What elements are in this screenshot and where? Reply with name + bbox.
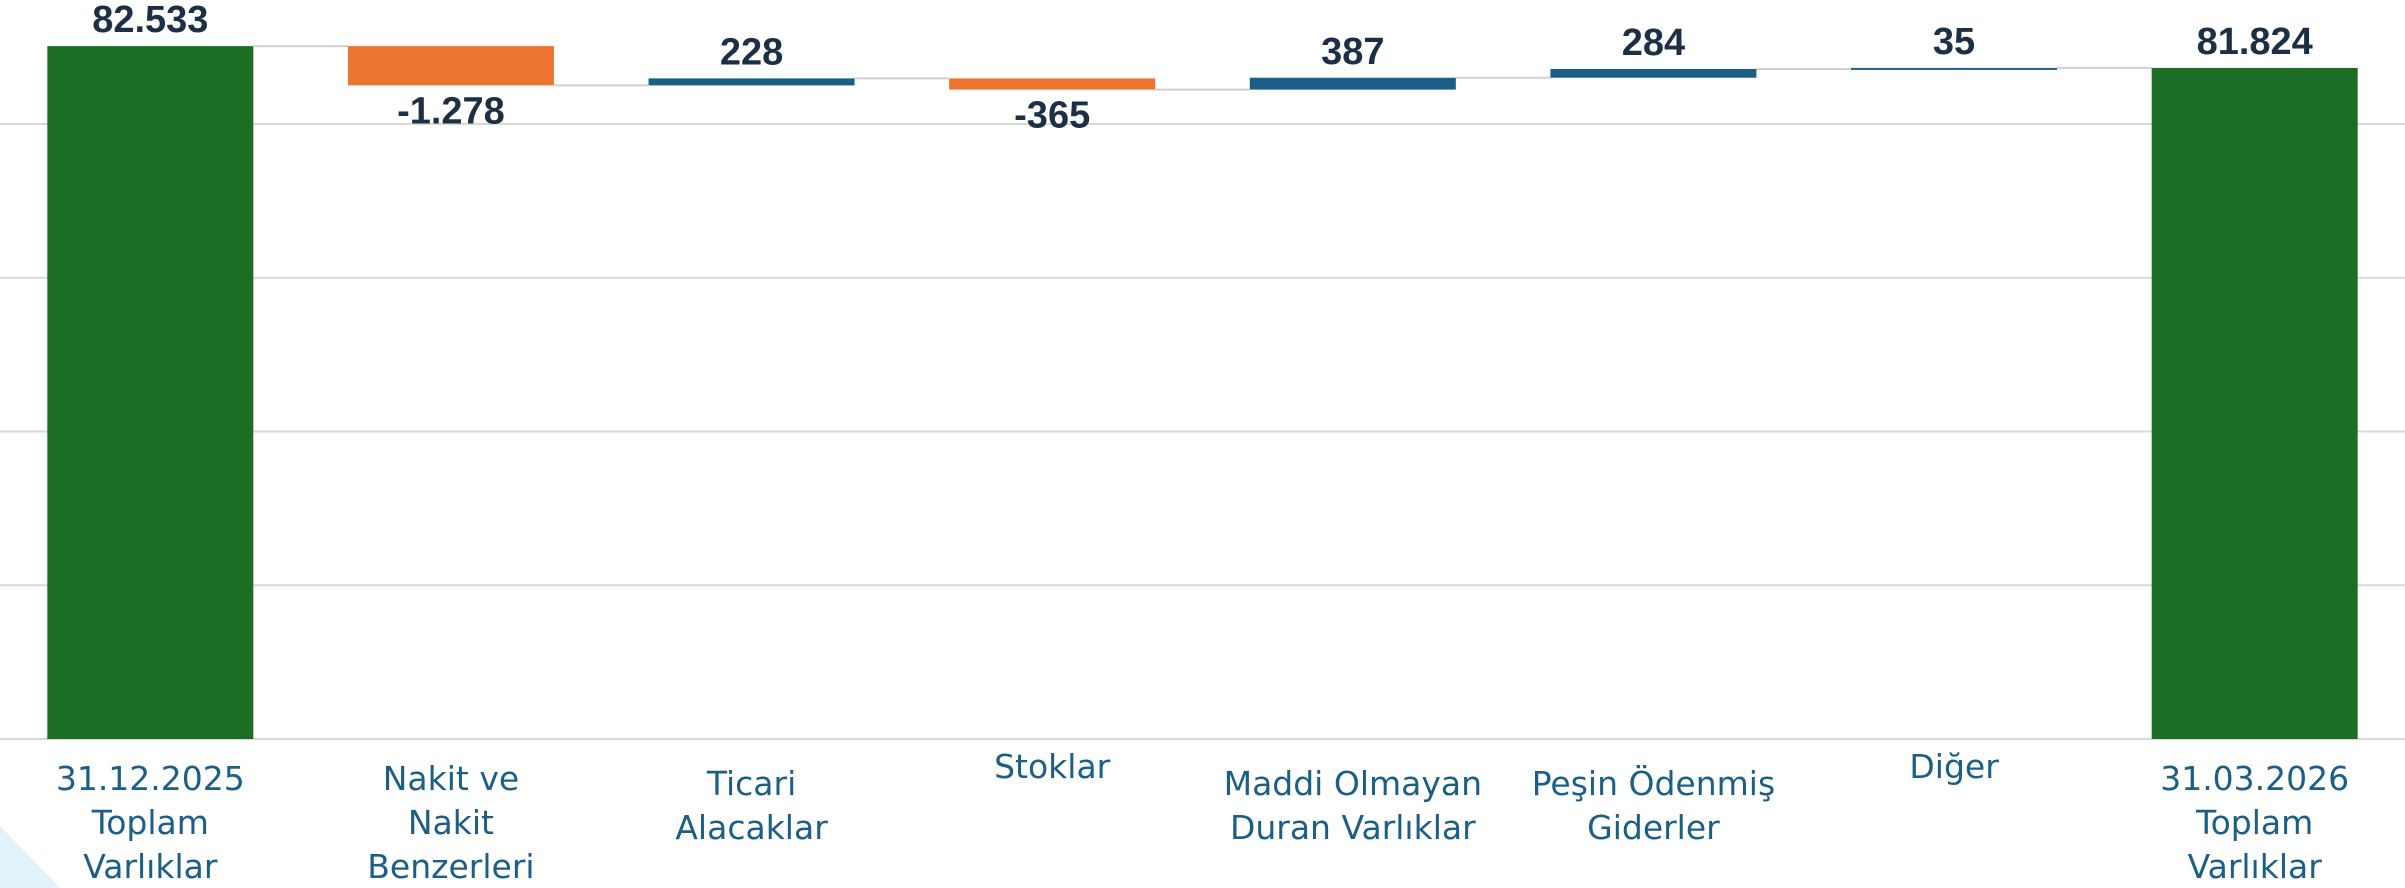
value-label: 228: [720, 31, 783, 73]
bar: [949, 78, 1156, 90]
value-label: -365: [1014, 95, 1090, 137]
x-tick-label: 31.03.2026 Toplam Varlıklar: [2160, 759, 2349, 886]
bar: [47, 46, 254, 740]
value-label: 284: [1622, 22, 1685, 64]
bar: [1249, 77, 1456, 90]
x-tick-label: Peşin Ödenmiş Giderler: [1532, 763, 1775, 847]
corner-decoration: [0, 826, 60, 888]
grid: [0, 123, 2405, 740]
bar: [1550, 68, 1757, 78]
value-label: 81.824: [2197, 21, 2313, 63]
value-label: 35: [1933, 21, 1975, 63]
x-tick-label: Diğer: [1909, 747, 1999, 786]
x-tick-label: 31.12.2025 Toplam Varlıklar: [56, 759, 245, 886]
labels: 82.533 31.12.2025 Toplam Varlıklar -1.278 Nak…: [56, 0, 2349, 886]
x-tick-label: Maddi Olmayan Duran Varlıklar: [1224, 764, 1482, 847]
bar: [347, 46, 554, 86]
value-label: -1.278: [397, 90, 505, 132]
bar: [648, 78, 855, 86]
x-tick-label: Nakit ve Nakit Benzerleri: [367, 759, 534, 886]
x-tick-label: Ticari Alacaklar: [675, 764, 828, 847]
value-label: 387: [1321, 31, 1384, 73]
marks: [47, 45, 2358, 740]
value-label: 82.533: [92, 0, 208, 41]
x-tick-label: Stoklar: [994, 747, 1111, 786]
bar: [1851, 67, 2058, 70]
bar: [2151, 67, 2358, 740]
